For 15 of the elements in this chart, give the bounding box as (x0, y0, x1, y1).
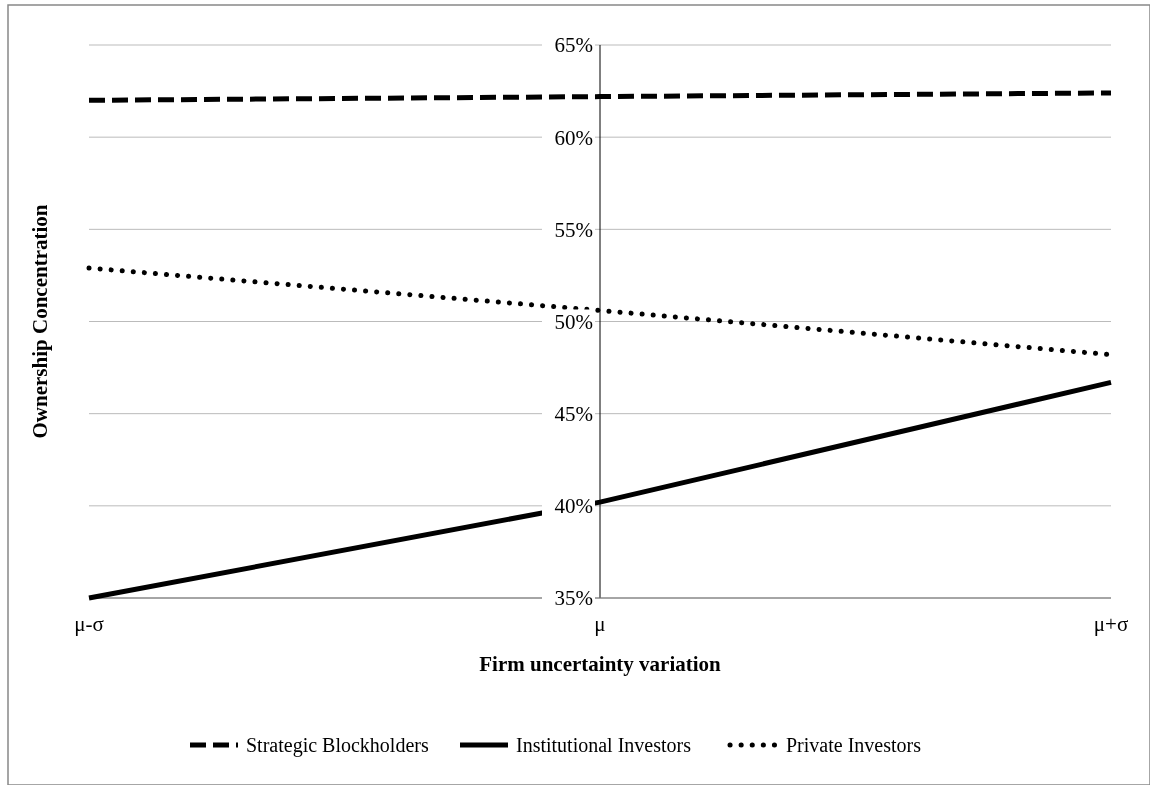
y-tick-label: 45% (554, 402, 593, 427)
y-tick-label: 40% (554, 494, 593, 519)
legend-label: Strategic Blockholders (246, 734, 429, 757)
y-axis-title: Ownership Concentration (28, 204, 52, 439)
legend-label: Institutional Investors (516, 734, 692, 756)
y-tick-label: 50% (554, 309, 593, 334)
y-tick-label: 60% (554, 125, 593, 150)
x-tick-label: μ-σ (74, 612, 104, 636)
legend-label: Private Investors (786, 734, 922, 756)
x-tick-label: μ+σ (1093, 612, 1129, 636)
y-tick-label: 55% (554, 217, 593, 242)
x-tick-label: μ (594, 612, 606, 636)
y-tick-label: 65% (554, 33, 593, 58)
y-tick-label: 35% (554, 586, 593, 611)
x-axis-title: Firm uncertainty variation (479, 652, 722, 676)
